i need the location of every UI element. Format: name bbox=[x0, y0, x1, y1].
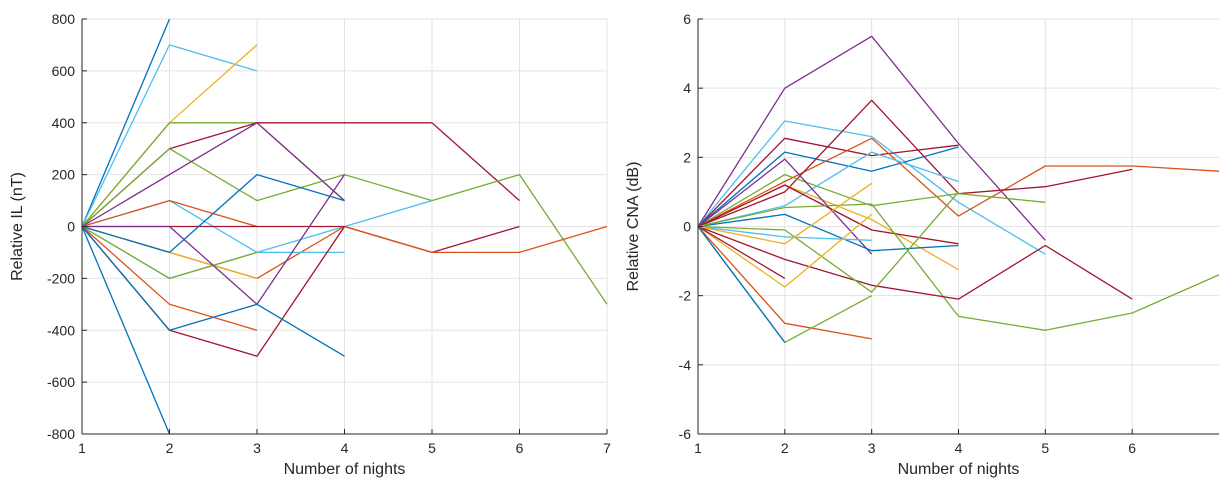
y-tick-label: 800 bbox=[52, 11, 76, 27]
y-tick-label: -400 bbox=[47, 322, 75, 338]
x-tick-label: 2 bbox=[781, 440, 789, 456]
y-tick-label: 6 bbox=[683, 11, 691, 27]
series-line-17 bbox=[697, 182, 873, 245]
y-tick-label: -200 bbox=[47, 270, 75, 286]
y-tick-label: 200 bbox=[52, 167, 76, 183]
x-tick-label: 1 bbox=[694, 440, 702, 456]
y-axis-label: Relative CNA (dB) bbox=[625, 162, 642, 292]
y-tick-label: -4 bbox=[679, 357, 692, 373]
series-line-1 bbox=[81, 18, 171, 227]
series-line-20 bbox=[81, 226, 171, 435]
series-line-1 bbox=[697, 35, 1046, 241]
x-tick-label: 7 bbox=[603, 440, 611, 456]
series-line-15 bbox=[81, 225, 258, 280]
series-line-15 bbox=[697, 191, 959, 293]
x-axis-label: Number of nights bbox=[284, 461, 406, 478]
series-line-2 bbox=[697, 120, 1046, 255]
y-tick-label: 0 bbox=[67, 219, 75, 235]
x-tick-label: 6 bbox=[1128, 440, 1136, 456]
series-line-9 bbox=[697, 184, 959, 271]
x-tick-label: 5 bbox=[428, 440, 436, 456]
series-line-8 bbox=[697, 151, 959, 228]
y-tick-label: 4 bbox=[683, 80, 691, 96]
series-line-5 bbox=[697, 137, 1220, 228]
y-axis-label: Relative IL (nT) bbox=[9, 172, 26, 281]
x-tick-label: 3 bbox=[868, 440, 876, 456]
x-tick-label: 4 bbox=[341, 440, 349, 456]
series-line-18 bbox=[81, 226, 346, 357]
y-tick-label: -600 bbox=[47, 374, 75, 390]
y-tick-label: 400 bbox=[52, 115, 76, 131]
series-line-11 bbox=[697, 184, 959, 245]
x-axis-label: Number of nights bbox=[898, 461, 1020, 478]
x-tick-label: 5 bbox=[1041, 440, 1049, 456]
series-line-14 bbox=[81, 225, 345, 280]
series-line-7 bbox=[81, 122, 345, 228]
chart-panel-1: 1 2 3 4 5 6 7 -800 -600 -400 -200 0 200 400 600 800 Numb… bbox=[9, 11, 611, 478]
series-line-16 bbox=[82, 174, 346, 305]
x-tick-label: 1 bbox=[78, 440, 86, 456]
y-tick-label: 2 bbox=[683, 149, 691, 165]
chart-panel-2: 1 2 3 4 5 6 -6 -4 -2 0 2 4 6 Number of nights Relative… bbox=[625, 11, 1220, 478]
series-line-17 bbox=[81, 226, 258, 331]
series-line-10 bbox=[697, 158, 873, 255]
series-line-4 bbox=[697, 146, 959, 227]
series-line-18 bbox=[697, 213, 873, 288]
series-line-20 bbox=[697, 226, 872, 340]
series-line-7 bbox=[697, 173, 1046, 228]
x-tick-label: 4 bbox=[955, 440, 963, 456]
x-tick-label: 6 bbox=[516, 440, 524, 456]
series-line-12 bbox=[697, 213, 959, 252]
x-tick-label: 3 bbox=[253, 440, 261, 456]
y-tick-label: -800 bbox=[47, 426, 75, 442]
y-tick-label: 0 bbox=[683, 219, 691, 235]
series-line-22 bbox=[697, 226, 786, 343]
series-line-13 bbox=[81, 173, 345, 254]
series-line-14 bbox=[697, 225, 1133, 300]
series-line-6 bbox=[697, 99, 1133, 228]
x-tick-label: 2 bbox=[166, 440, 174, 456]
y-tick-label: 600 bbox=[52, 63, 76, 79]
series-line-13 bbox=[697, 203, 1220, 331]
y-tick-label: -2 bbox=[679, 288, 692, 304]
series-line-19 bbox=[81, 226, 345, 357]
y-tick-label: -6 bbox=[679, 426, 692, 442]
series-line-9 bbox=[81, 199, 258, 228]
series-line-2 bbox=[81, 44, 258, 227]
series-line-19 bbox=[697, 225, 786, 279]
